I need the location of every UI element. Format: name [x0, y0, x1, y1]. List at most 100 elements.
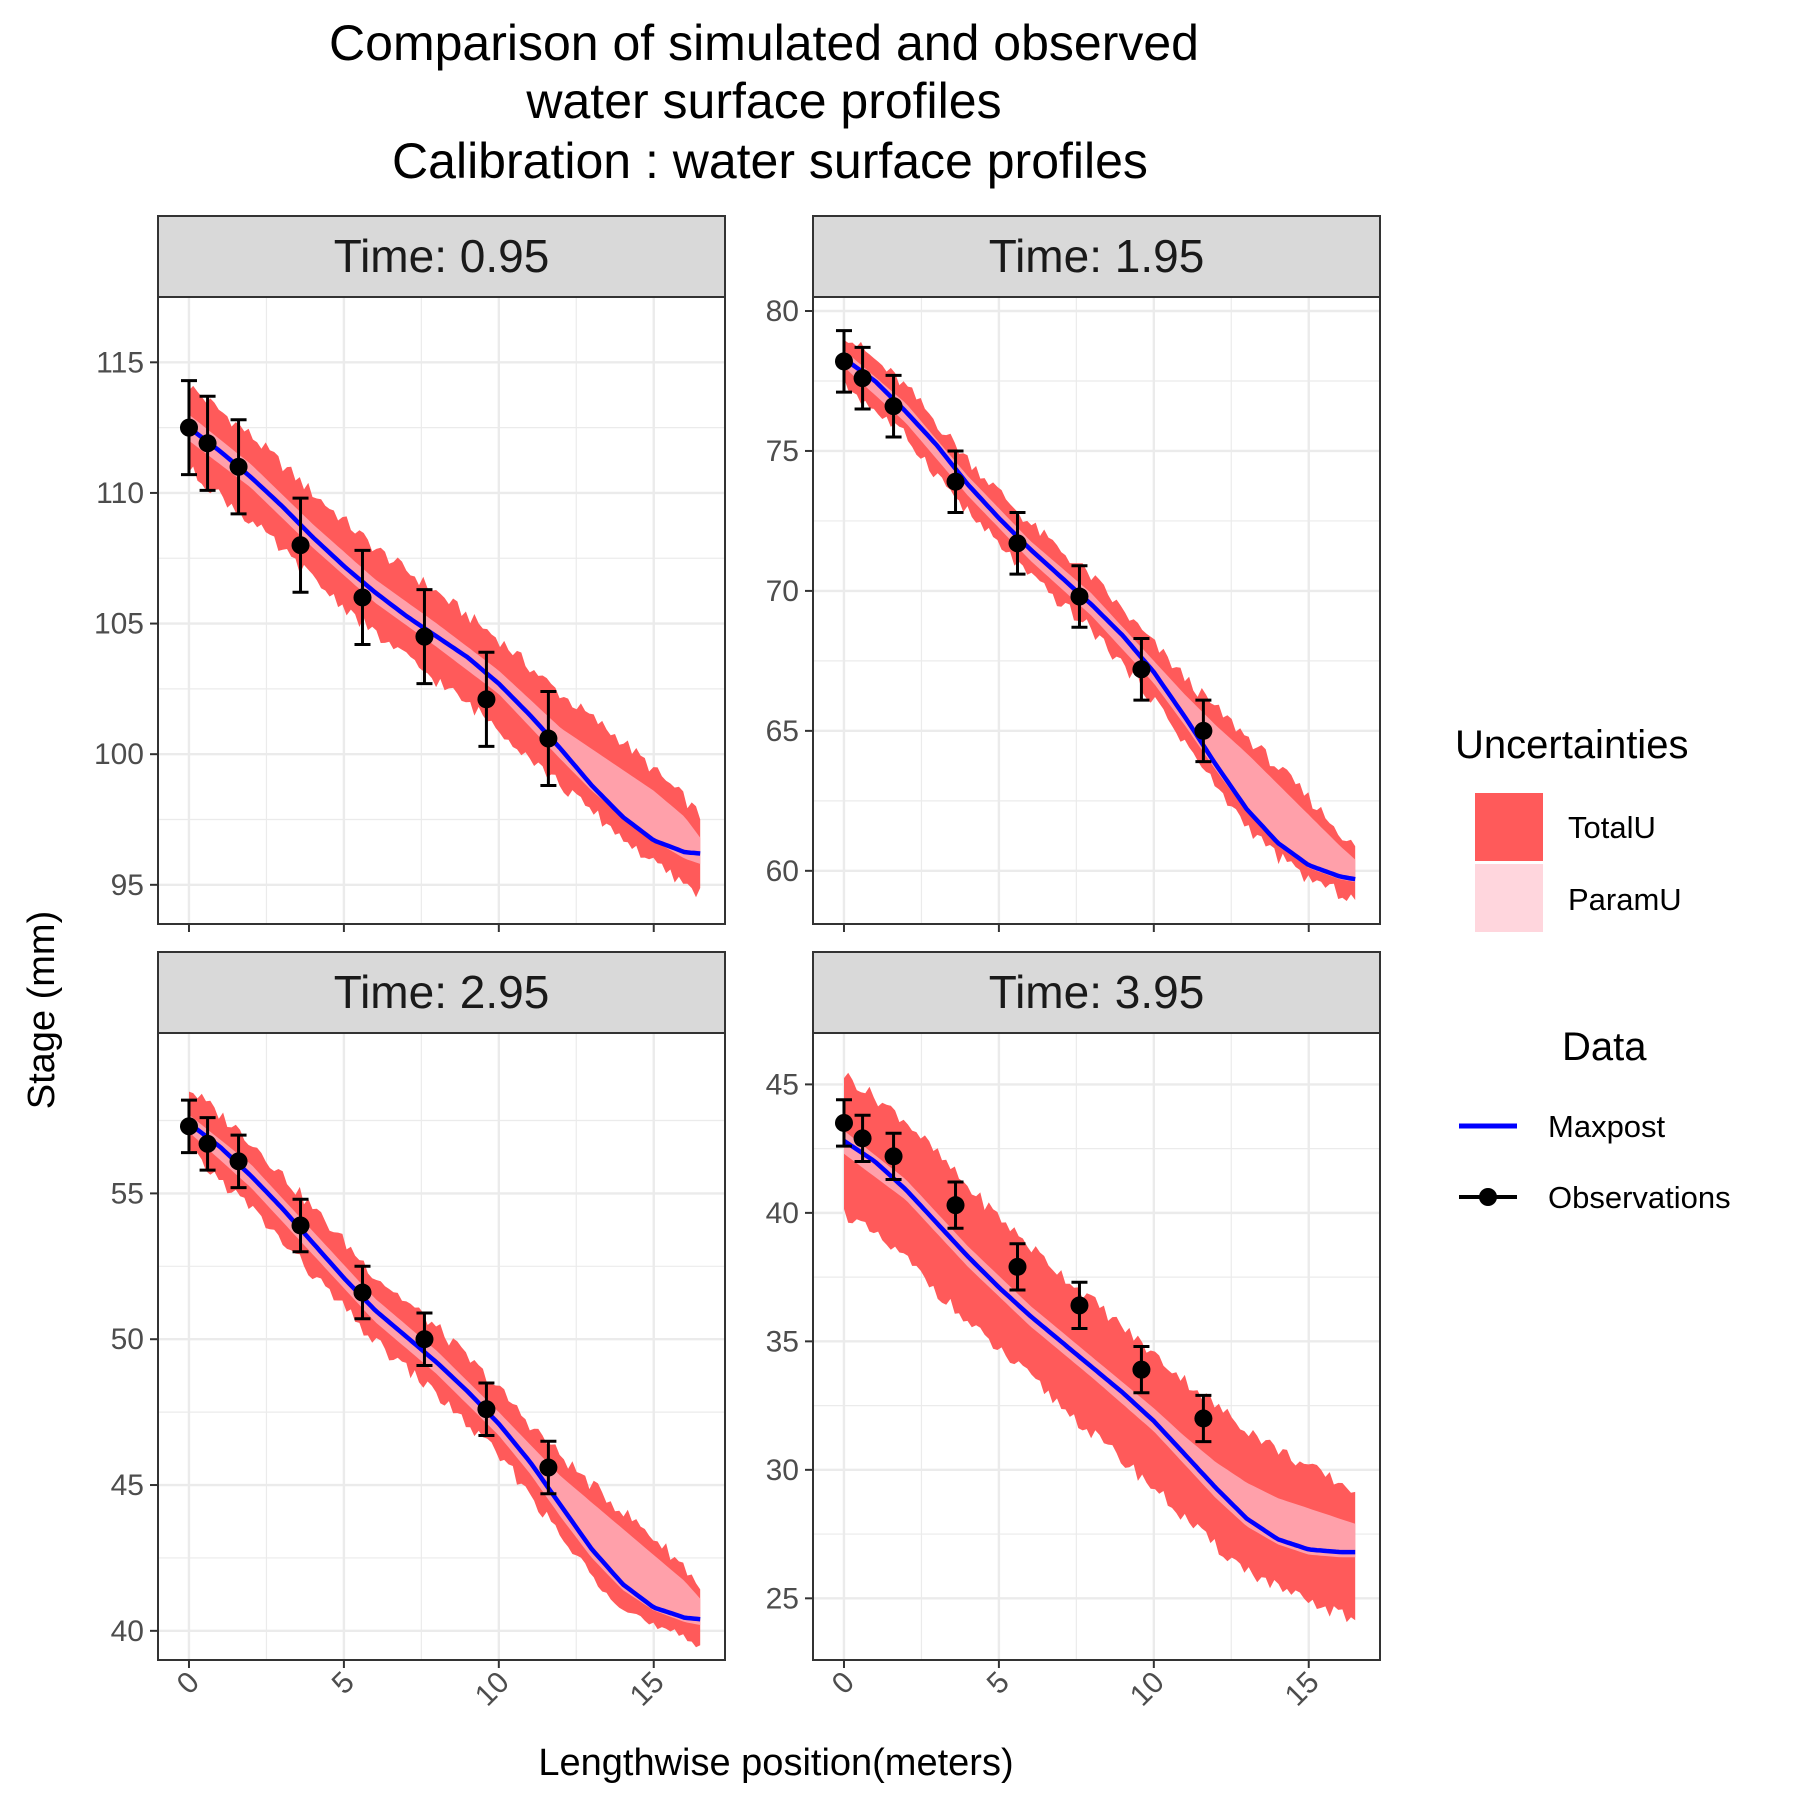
y-tick-label: 100 [94, 738, 144, 771]
chart-title-line-2: water surface profiles [525, 73, 1001, 129]
facet-strip-label: Time: 3.95 [989, 966, 1205, 1018]
observation-point [179, 1098, 198, 1155]
paramu-band [844, 1130, 1356, 1558]
observation-point [1008, 1242, 1027, 1292]
observation-dot [946, 1196, 965, 1215]
observation-dot [539, 729, 558, 748]
observation-dot [179, 1117, 198, 1136]
y-tick-label: 70 [766, 575, 799, 608]
observation-dot [477, 1400, 496, 1419]
observation-dot [1008, 1257, 1027, 1276]
x-tick-label: 0 [826, 1666, 861, 1701]
observation-point [834, 329, 853, 394]
observation-point [539, 1439, 558, 1496]
observation-dot [853, 369, 872, 388]
observation-point [198, 1116, 217, 1172]
y-axis-title: Stage (mm) [21, 911, 63, 1109]
observation-dot [415, 1330, 434, 1349]
observation-dot [291, 1216, 310, 1235]
observation-dot [884, 1147, 903, 1166]
legend-totalu-label: TotalU [1568, 810, 1656, 845]
observation-point [884, 1131, 903, 1181]
observation-dot [834, 352, 853, 371]
y-tick-label: 35 [766, 1325, 799, 1358]
observation-dot [1194, 721, 1213, 740]
observation-point [415, 1311, 434, 1367]
x-tick-label: 10 [469, 1666, 516, 1713]
observation-point [1070, 564, 1089, 629]
maxpost-line [842, 1139, 1356, 1555]
panel-plot-area [179, 379, 701, 898]
x-tick-label: 15 [624, 1666, 671, 1713]
x-tick-label: 10 [1124, 1666, 1171, 1713]
observation-dot [353, 1283, 372, 1302]
observation-point [477, 1381, 496, 1437]
y-tick-label: 45 [111, 1469, 144, 1502]
panel-1: Time: 0.95 95 100 105 110 115 [94, 215, 726, 932]
observation-point [353, 548, 372, 646]
x-axis-title: Lengthwise position(meters) [538, 1742, 1013, 1784]
y-tick-label: 110 [96, 477, 144, 510]
observation-point [198, 394, 217, 492]
observation-dot [291, 536, 310, 555]
observation-dot [1132, 1360, 1151, 1379]
y-tick-label: 80 [766, 295, 799, 328]
observation-point [1008, 511, 1027, 576]
observation-dot [477, 690, 496, 709]
observation-dot [198, 1134, 217, 1153]
observation-point [539, 689, 558, 788]
observation-dot [229, 457, 248, 476]
observation-dot [539, 1458, 558, 1477]
observation-dot [1070, 587, 1089, 606]
legend-uncertainties: Uncertainties TotalU ParamU [1455, 723, 1688, 932]
observation-dot [1132, 660, 1151, 679]
legend-uncertainties-title: Uncertainties [1455, 723, 1688, 767]
observation-point [179, 379, 198, 477]
maxpost-line [842, 356, 1356, 882]
observation-dot [1194, 1409, 1213, 1428]
observation-point [946, 449, 965, 515]
maxpost-line [187, 1121, 701, 1622]
maxpost-line [187, 425, 701, 856]
facet-strip-label: Time: 1.95 [989, 230, 1205, 282]
facet-strip [157, 215, 726, 298]
chart-title-line-3: Calibration : water surface profiles [392, 133, 1148, 189]
observation-point [1194, 1393, 1213, 1444]
observation-point [229, 1133, 248, 1190]
panel-plot-area [834, 1072, 1356, 1623]
y-tick-label: 50 [111, 1323, 144, 1356]
facet-strip [812, 215, 1381, 298]
chart-title: Comparison of simulated and observed wat… [329, 15, 1199, 189]
observation-point [415, 588, 434, 686]
x-tick-label: 0 [171, 1666, 206, 1701]
observation-point [291, 496, 310, 594]
facet-strip-label: Time: 2.95 [334, 966, 550, 1018]
observation-point [884, 373, 903, 439]
y-tick-label: 115 [96, 346, 144, 379]
facet-strip [812, 951, 1381, 1034]
chart-title-line-1: Comparison of simulated and observed [329, 15, 1199, 71]
observation-point [853, 345, 872, 411]
y-tick-label: 40 [111, 1615, 144, 1648]
observation-dot [353, 588, 372, 607]
legend-observations-label: Observations [1548, 1180, 1731, 1215]
panel-plot-area [179, 1091, 701, 1648]
y-tick-label: 55 [111, 1177, 144, 1210]
observation-point [946, 1180, 965, 1230]
observation-dot [229, 1152, 248, 1171]
observation-dot [1070, 1296, 1089, 1315]
observation-point [1132, 636, 1151, 702]
legend-paramu-key [1475, 864, 1543, 932]
observation-point [834, 1098, 853, 1148]
observation-point [1132, 1345, 1151, 1395]
legend-data: Data Maxpost Observations [1459, 1025, 1731, 1215]
observation-dot [853, 1129, 872, 1148]
y-tick-label: 30 [766, 1454, 799, 1487]
y-tick-label: 25 [766, 1582, 799, 1615]
observation-point [1070, 1280, 1089, 1331]
observation-point [229, 418, 248, 516]
facet-strip [157, 951, 726, 1034]
x-tick-label: 5 [326, 1666, 361, 1701]
